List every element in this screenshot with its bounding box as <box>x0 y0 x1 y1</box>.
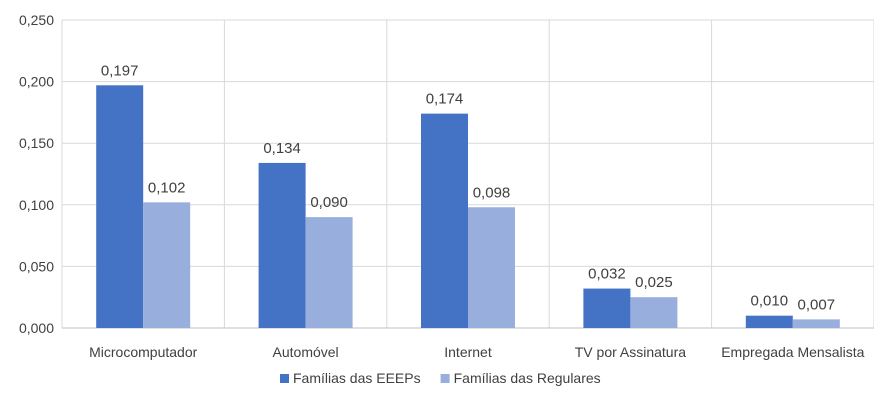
data-label: 0,025 <box>635 274 673 291</box>
x-tick-label: Internet <box>444 344 492 360</box>
y-tick-label: 0,150 <box>19 135 54 151</box>
y-tick-label: 0,000 <box>19 320 54 336</box>
legend-label: Famílias das EEEPs <box>293 370 421 386</box>
legend-swatch <box>440 374 450 383</box>
legend-swatch <box>280 374 289 383</box>
data-label: 0,032 <box>588 266 626 283</box>
bar-regulares <box>468 207 515 328</box>
y-tick-label: 0,200 <box>19 74 54 90</box>
x-tick-label: Automóvel <box>273 344 339 360</box>
bar-regulares <box>143 202 191 328</box>
data-label: 0,010 <box>751 293 789 310</box>
data-label: 0,102 <box>148 179 186 196</box>
bar-eeeps <box>583 288 631 328</box>
x-tick-label: TV por Assinatura <box>575 344 686 360</box>
data-label: 0,090 <box>310 194 348 211</box>
bar-eeeps <box>96 85 144 329</box>
legend-label: Famílias das Regulares <box>454 370 601 386</box>
y-tick-label: 0,100 <box>19 197 54 213</box>
data-label: 0,007 <box>798 296 836 313</box>
bar-eeeps <box>258 162 306 328</box>
x-tick-label: Empregada Mensalista <box>721 344 864 360</box>
bar-eeeps <box>745 315 793 328</box>
bar-regulares <box>630 297 678 328</box>
y-tick-label: 0,250 <box>19 12 54 28</box>
data-label: 0,174 <box>426 91 464 108</box>
y-tick-label: 0,050 <box>19 258 54 274</box>
data-label: 0,098 <box>473 184 511 201</box>
bar-regulares <box>305 217 353 328</box>
bar-regulares <box>792 319 840 328</box>
data-label: 0,134 <box>263 140 301 157</box>
bar-eeeps <box>421 113 468 328</box>
x-tick-label: Microcomputador <box>89 344 197 360</box>
data-label: 0,197 <box>101 62 139 79</box>
